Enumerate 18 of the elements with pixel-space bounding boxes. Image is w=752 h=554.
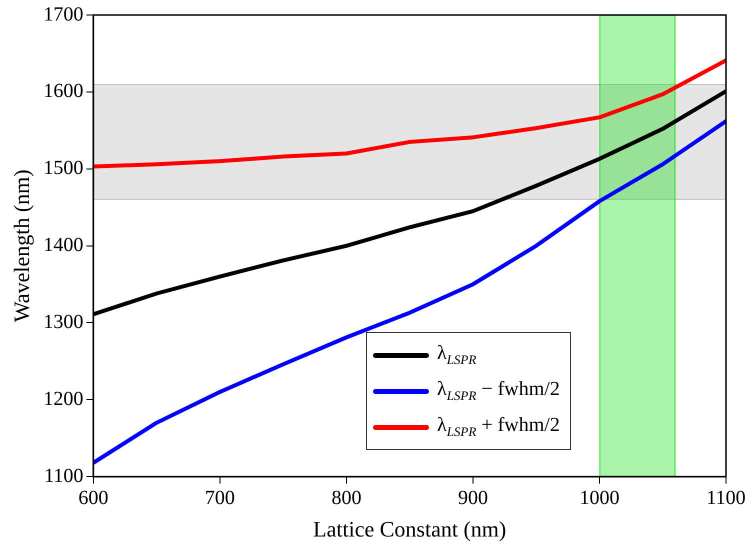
legend-label: λ$_{LSPR}$: [437, 342, 476, 368]
y-tick-label: 1400: [43, 234, 84, 256]
y-tick-label: 1100: [44, 464, 84, 487]
y-tick-label: 1500: [43, 157, 84, 180]
x-tick-label: 900: [458, 486, 488, 509]
x-axis-title: Lattice Constant (nm): [313, 516, 506, 542]
y-tick-label: 1200: [43, 388, 84, 410]
x-tick-label: 600: [78, 486, 108, 509]
x-tick-label: 700: [204, 486, 235, 509]
x-tick-label: 1100: [706, 486, 746, 509]
y-axis-title: Wavelength (nm): [8, 169, 34, 322]
legend-label: λ$_{LSPR}$ − fwhm/2: [437, 378, 560, 404]
y-tick-label: 1600: [43, 80, 84, 102]
x-tick-label: 1000: [579, 486, 620, 509]
y-tick-label: 1700: [43, 3, 84, 26]
legend-label: λ$_{LSPR}$ + fwhm/2: [437, 414, 560, 440]
x-tick-label: 800: [331, 486, 362, 509]
y-tick-label: 1300: [43, 310, 84, 333]
